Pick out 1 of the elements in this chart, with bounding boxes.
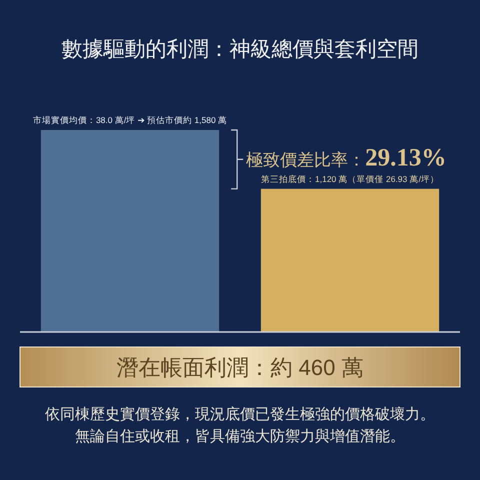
- title: 數據驅動的利潤：神級總價與套利空間: [62, 38, 418, 61]
